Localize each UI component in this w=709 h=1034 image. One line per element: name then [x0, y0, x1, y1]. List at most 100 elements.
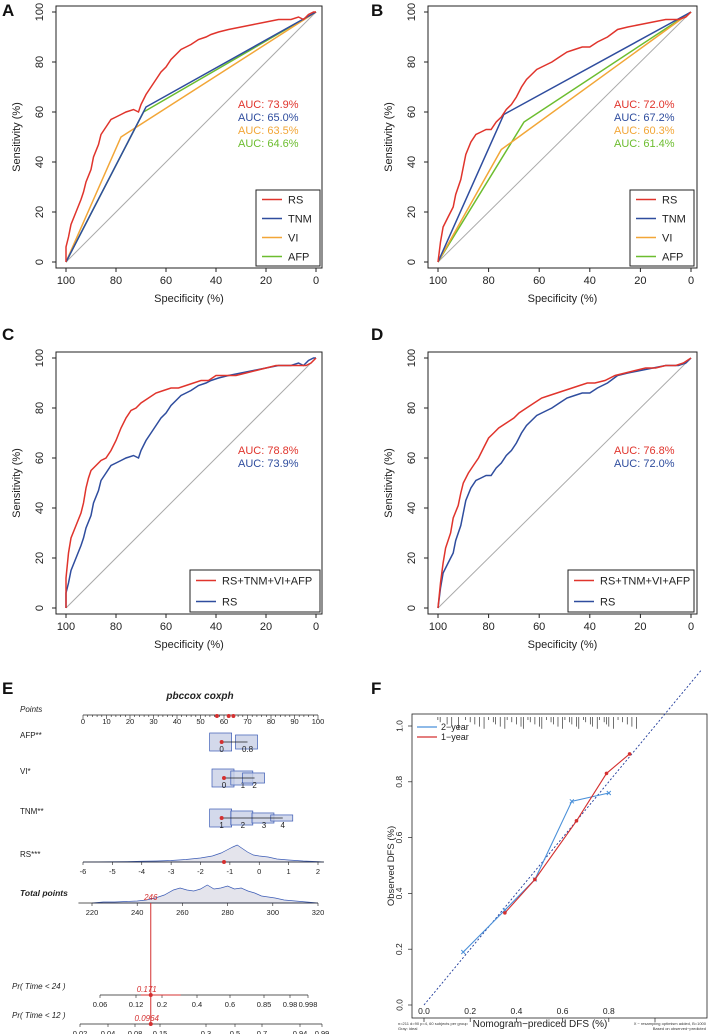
- y-tick-label: 60: [34, 106, 46, 118]
- total-points-tick-label: 300: [267, 908, 280, 917]
- predictor-marker: [219, 816, 224, 820]
- total-points-tick-label: 320: [312, 908, 325, 917]
- x-axis-title: Specificity (%): [528, 293, 598, 305]
- y-tick-label: 20: [34, 552, 46, 564]
- plot-frame: [55, 351, 323, 615]
- points-axis-tick-label: 100: [312, 717, 325, 726]
- x-tick-label: 80: [482, 275, 494, 287]
- roc-panel-d: 100 80 60 40 20 0 0 20 40 60 80 100 Specificity (%) S…: [383, 349, 698, 651]
- y-axis-title: Sensitivity (%): [383, 102, 395, 172]
- x-tick-label: 60: [533, 275, 545, 287]
- y-tick-label: 100: [406, 349, 418, 367]
- y-tick-label: 0: [34, 605, 46, 611]
- legend-label: RS+TNM+VI+AFP: [222, 576, 312, 588]
- roc-panel-a: 100 80 60 40 20 0 0 20 40 60 80 100 Specificity (%) S…: [11, 3, 323, 305]
- x-tick-label: 0.2: [464, 1006, 476, 1016]
- rs-axis-tick-label: -6: [80, 867, 87, 876]
- calibration-layer: 0.0 0.2 0.4 0.6 0.8 1.0 0.0 0.2 0.4 0.6 0.8 Nomogra…: [386, 669, 708, 1031]
- predictor-level-label: 0: [219, 745, 224, 754]
- rs-axis-tick-label: -5: [109, 867, 116, 876]
- legend-label: TNM: [288, 214, 312, 226]
- auc-label: AUC: 60.3%: [614, 125, 675, 137]
- panel-letter-e: E: [2, 679, 13, 698]
- total-points-value: 246: [143, 893, 158, 902]
- roc-curve-vi: [437, 11, 692, 263]
- x-tick-label: 100: [429, 275, 447, 287]
- pr-time-24-label: Pr( Time < 24 ): [12, 982, 66, 991]
- predictor-label: AFP**: [20, 731, 42, 740]
- x-tick-label: 0.0: [418, 1006, 430, 1016]
- x-tick-label: 0.4: [510, 1006, 522, 1016]
- y-tick-label: 100: [406, 3, 418, 21]
- points-axis-tick-label: 0: [81, 717, 85, 726]
- legend-label: RS: [288, 195, 303, 207]
- points-axis-tick-label: 80: [267, 717, 275, 726]
- legend: RS+TNM+VI+AFP RS: [189, 569, 321, 613]
- x-axis-title: Specificity (%): [154, 639, 224, 651]
- roc-layer: 100 80 60 40 20 0 0 20 40 60 80 100 Specificity (%) S…: [11, 3, 698, 651]
- y-tick-label: 0.0: [394, 999, 404, 1011]
- calibration-point: [574, 819, 579, 823]
- x-tick-label: 40: [210, 621, 222, 633]
- pr-time-24-tick-label: 0.85: [257, 1000, 272, 1009]
- calibration-ideal-line: [423, 669, 702, 1006]
- calibration-curve-2-year: [462, 792, 609, 953]
- x-tick-label: 80: [110, 275, 122, 287]
- auc-label: AUC: 73.9%: [238, 99, 299, 111]
- pr-time-24-tick-label: 0.12: [129, 1000, 144, 1009]
- rs-label: RS***: [20, 850, 40, 859]
- rs-axis-tick-label: -3: [168, 867, 175, 876]
- predictor-level-label: 0.8: [242, 745, 254, 754]
- pr-time-24-tick-label: 0.06: [93, 1000, 108, 1009]
- footnote-left: Gray: ideal: [398, 1026, 417, 1031]
- y-tick-label: 40: [406, 156, 418, 168]
- auc-label: AUC: 78.8%: [238, 445, 299, 457]
- rs-axis-tick-label: -4: [138, 867, 145, 876]
- y-tick-label: 100: [34, 3, 46, 21]
- pr-time-24-tick-label: 0.2: [157, 1000, 167, 1009]
- legend-box: [189, 569, 321, 613]
- auc-label: AUC: 72.0%: [614, 458, 675, 470]
- pr-time-12-tick-label: 0.94: [293, 1029, 308, 1034]
- nomogram-title: pbccox coxph: [165, 691, 233, 702]
- pr-time-12-tick-label: 0.99: [315, 1029, 330, 1034]
- rs-density: [82, 844, 324, 863]
- x-tick-label: 0: [313, 621, 319, 633]
- auc-label: AUC: 67.2%: [614, 112, 675, 124]
- footnote-right: Based on observed−predicted: [653, 1026, 706, 1031]
- calibration-point: [533, 877, 537, 882]
- total-points-density: [91, 884, 319, 904]
- calibration-point: [606, 790, 612, 796]
- calibration-curve-1-year: [504, 753, 630, 914]
- pr-time-24-value: 0.171: [137, 985, 157, 994]
- pr-time-12-label: Pr( Time < 12 ): [12, 1011, 66, 1020]
- y-tick-label: 40: [34, 156, 46, 168]
- legend-label: RS+TNM+VI+AFP: [600, 576, 690, 588]
- roc-curve-vi: [65, 11, 317, 263]
- calibration-point: [627, 752, 632, 756]
- predictor-level-label: 1: [219, 821, 224, 830]
- predictor-level-label: 0: [222, 781, 227, 790]
- roc-curve-rs: [65, 11, 316, 262]
- panel-letter-d: D: [371, 325, 383, 344]
- y-tick-label: 80: [34, 56, 46, 68]
- points-axis-label: Points: [20, 705, 42, 714]
- auc-label: AUC: 72.0%: [614, 99, 675, 111]
- pr-time-12-tick-label: 0.04: [101, 1029, 116, 1034]
- roc-curve-tnm: [65, 11, 317, 263]
- predictor-level-label: 1: [241, 781, 246, 790]
- points-axis-marker: [231, 714, 236, 718]
- legend-label: 2−year: [441, 722, 469, 732]
- total-points-tick-label: 220: [86, 908, 99, 917]
- pr-time-12-tick-label: 0.15: [153, 1029, 168, 1034]
- y-axis-title: Observed DFS (%): [386, 826, 397, 906]
- x-tick-label: 40: [584, 621, 596, 633]
- points-axis-marker: [214, 714, 219, 718]
- legend: RS TNM VI AFP: [629, 189, 695, 267]
- total-points-tick-label: 240: [131, 908, 144, 917]
- legend-label: 1−year: [441, 732, 469, 742]
- x-tick-label: 0: [688, 275, 694, 287]
- y-tick-label: 80: [406, 402, 418, 414]
- y-tick-label: 60: [406, 452, 418, 464]
